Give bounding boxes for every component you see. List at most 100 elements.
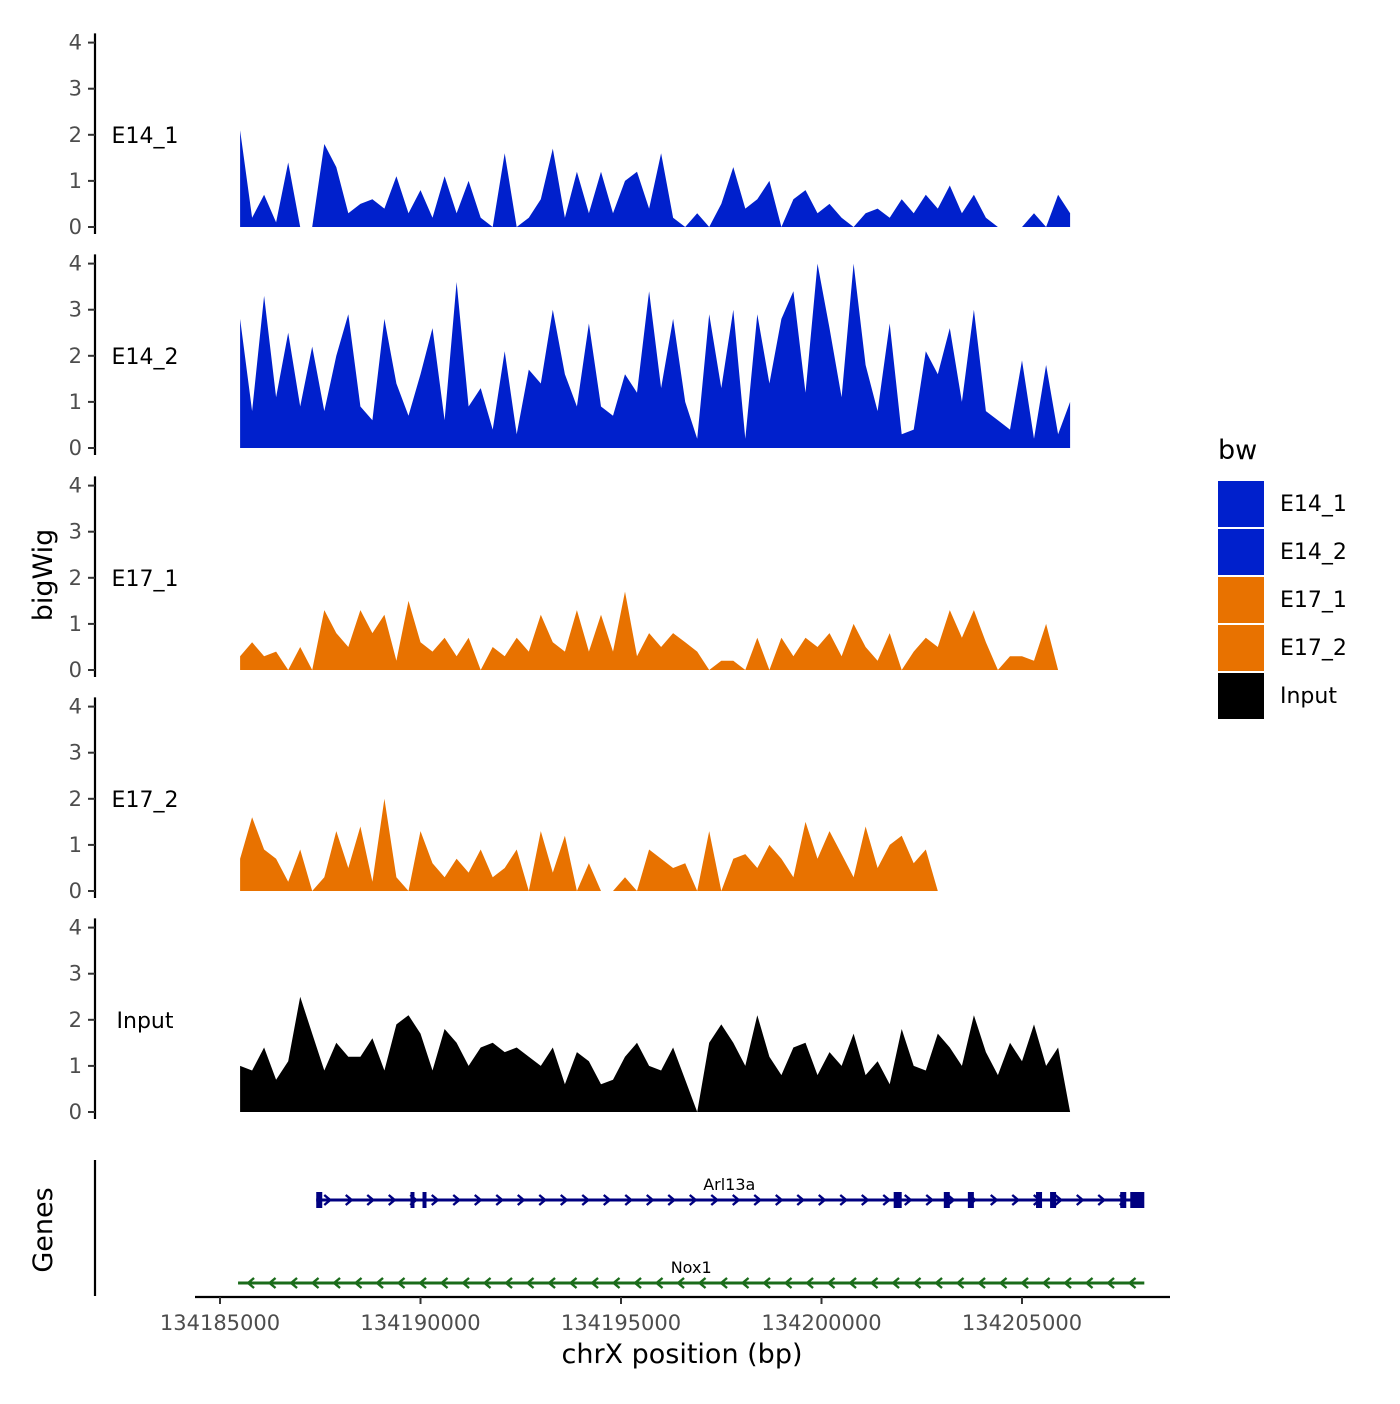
signal-area (709, 660, 746, 670)
y-tick-label: 4 (69, 474, 82, 498)
strand-arrow (1106, 1277, 1115, 1289)
legend-swatch (1218, 673, 1264, 719)
signal-area (709, 167, 782, 227)
genes-panel-title: Genes (28, 1187, 59, 1272)
legend-item-E17_1: E17_1 (1218, 577, 1347, 623)
strand-arrow (676, 1277, 685, 1289)
y-tick-label: 1 (69, 612, 82, 636)
strand-arrow (418, 1277, 427, 1289)
strand-arrow (848, 1277, 857, 1289)
signal-area (769, 623, 902, 670)
y-tick-label: 0 (69, 1100, 82, 1124)
signal-area (312, 144, 493, 227)
y-tick-label: 2 (69, 344, 82, 368)
strand-arrow (774, 1194, 784, 1206)
legend-item-E14_2: E14_2 (1218, 529, 1347, 575)
y-tick-label: 2 (69, 123, 82, 147)
signal-area (637, 849, 698, 891)
strand-arrow (796, 1194, 806, 1206)
strand-arrow (504, 1277, 513, 1289)
legend-label: Input (1280, 684, 1337, 709)
signal-area (240, 817, 313, 891)
exon (410, 1192, 415, 1208)
signal-area (781, 190, 854, 227)
track-label: Input (117, 1009, 174, 1034)
signal-area (240, 130, 301, 227)
strand-arrow (688, 1194, 698, 1206)
strand-arrow (344, 1194, 354, 1206)
exon (422, 1192, 427, 1208)
signal-area (408, 831, 529, 891)
strand-arrow (1097, 1194, 1107, 1206)
strand-arrow (633, 1277, 642, 1289)
strand-arrow (1127, 1277, 1137, 1289)
bigwig-tracks: 0 1 2 3 4 E14_1 0 1 2 3 4 E14_2 0 1 2 3 4 E17_1 0 1 2 3 4 E17_2… (69, 31, 1071, 1124)
y-tick-label: 1 (69, 1054, 82, 1078)
exon (1036, 1192, 1043, 1208)
track-E17_1: 0 1 2 3 4 E17_1 (69, 474, 1059, 682)
strand-arrow (817, 1194, 827, 1206)
y-tick-label: 0 (69, 215, 82, 239)
strand-arrow (547, 1277, 556, 1289)
strand-arrow (783, 1277, 793, 1289)
y-tick-label: 4 (69, 916, 82, 940)
strand-arrow (323, 1194, 333, 1206)
strand-arrow (710, 1194, 720, 1206)
strand-arrow (353, 1277, 363, 1289)
signal-area (240, 642, 289, 670)
signal-area (288, 647, 313, 670)
exon (967, 1192, 974, 1208)
strand-arrow (1063, 1277, 1072, 1289)
strand-arrow (611, 1277, 621, 1289)
strand-arrow (731, 1194, 741, 1206)
signal-area (685, 213, 710, 227)
strand-arrow (753, 1194, 763, 1206)
gene-name: Arl13a (703, 1175, 755, 1194)
y-tick-label: 4 (69, 695, 82, 719)
x-tick-label: 134200000 (761, 1311, 881, 1335)
x-axis: 134185000 134190000 134195000 134200000 1342… (160, 1295, 1170, 1335)
legend-swatch (1218, 481, 1264, 527)
strand-arrow (1020, 1277, 1029, 1289)
x-tick-label: 134205000 (962, 1311, 1082, 1335)
signal-area (745, 637, 770, 670)
y-tick-label: 0 (69, 436, 82, 460)
strand-arrow (267, 1277, 277, 1289)
signal-area (240, 996, 698, 1112)
signal-area (613, 877, 637, 891)
legend-label: E14_2 (1280, 540, 1347, 565)
track-E14_1: 0 1 2 3 4 E14_1 (69, 31, 1071, 239)
strand-arrow (538, 1194, 548, 1206)
legend-item-E17_2: E17_2 (1218, 625, 1347, 671)
y-tick-label: 3 (69, 77, 82, 101)
strand-arrow (1084, 1277, 1094, 1289)
gene-Nox1: Nox1 (238, 1258, 1145, 1289)
y-tick-label: 2 (69, 566, 82, 590)
strand-arrow (1011, 1194, 1021, 1206)
strand-arrow (439, 1277, 449, 1289)
genes-track: Arl13a Nox1 (238, 1175, 1145, 1289)
y-tick-label: 3 (69, 520, 82, 544)
strand-arrow (826, 1277, 836, 1289)
strand-arrow (525, 1277, 535, 1289)
signal-area (1046, 194, 1071, 227)
strand-arrow (882, 1194, 892, 1206)
x-axis-title: chrX position (bp) (561, 1339, 802, 1370)
strand-arrow (516, 1194, 526, 1206)
signal-area (312, 798, 409, 891)
legend-item-Input: Input (1218, 673, 1337, 719)
strand-arrow (602, 1194, 612, 1206)
strand-arrow (590, 1277, 599, 1289)
y-tick-label: 0 (69, 658, 82, 682)
strand-arrow (654, 1277, 664, 1289)
strand-arrow (624, 1194, 634, 1206)
strand-arrow (645, 1194, 655, 1206)
legend-item-E14_1: E14_1 (1218, 481, 1347, 527)
y-tick-label: 2 (69, 787, 82, 811)
x-tick-label: 134195000 (561, 1311, 681, 1335)
y-tick-label: 0 (69, 879, 82, 903)
strand-arrow (1075, 1194, 1085, 1206)
strand-arrow (375, 1277, 384, 1289)
strand-arrow (332, 1277, 341, 1289)
legend-title: bw (1218, 435, 1257, 466)
